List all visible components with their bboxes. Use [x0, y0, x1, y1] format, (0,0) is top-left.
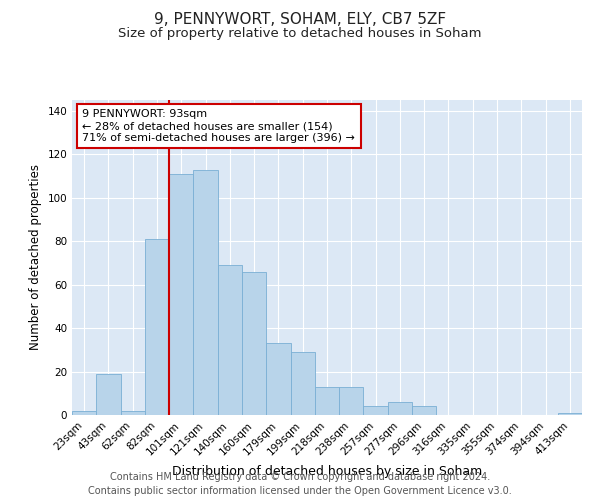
Bar [218, 265, 242, 415]
Bar [121, 410, 145, 415]
Bar [145, 239, 169, 415]
Y-axis label: Number of detached properties: Number of detached properties [29, 164, 42, 350]
Bar [388, 402, 412, 415]
Bar [193, 170, 218, 415]
Text: Size of property relative to detached houses in Soham: Size of property relative to detached ho… [118, 28, 482, 40]
Bar [169, 174, 193, 415]
Text: 9 PENNYWORT: 93sqm
← 28% of detached houses are smaller (154)
71% of semi-detach: 9 PENNYWORT: 93sqm ← 28% of detached hou… [82, 110, 355, 142]
Bar [266, 344, 290, 415]
Bar [412, 406, 436, 415]
Bar [364, 406, 388, 415]
Text: Contains HM Land Registry data © Crown copyright and database right 2024.: Contains HM Land Registry data © Crown c… [110, 472, 490, 482]
Bar [315, 387, 339, 415]
Bar [72, 410, 96, 415]
Bar [96, 374, 121, 415]
Bar [242, 272, 266, 415]
Text: 9, PENNYWORT, SOHAM, ELY, CB7 5ZF: 9, PENNYWORT, SOHAM, ELY, CB7 5ZF [154, 12, 446, 28]
Bar [290, 352, 315, 415]
Bar [558, 413, 582, 415]
Text: Contains public sector information licensed under the Open Government Licence v3: Contains public sector information licen… [88, 486, 512, 496]
X-axis label: Distribution of detached houses by size in Soham: Distribution of detached houses by size … [172, 465, 482, 478]
Bar [339, 387, 364, 415]
